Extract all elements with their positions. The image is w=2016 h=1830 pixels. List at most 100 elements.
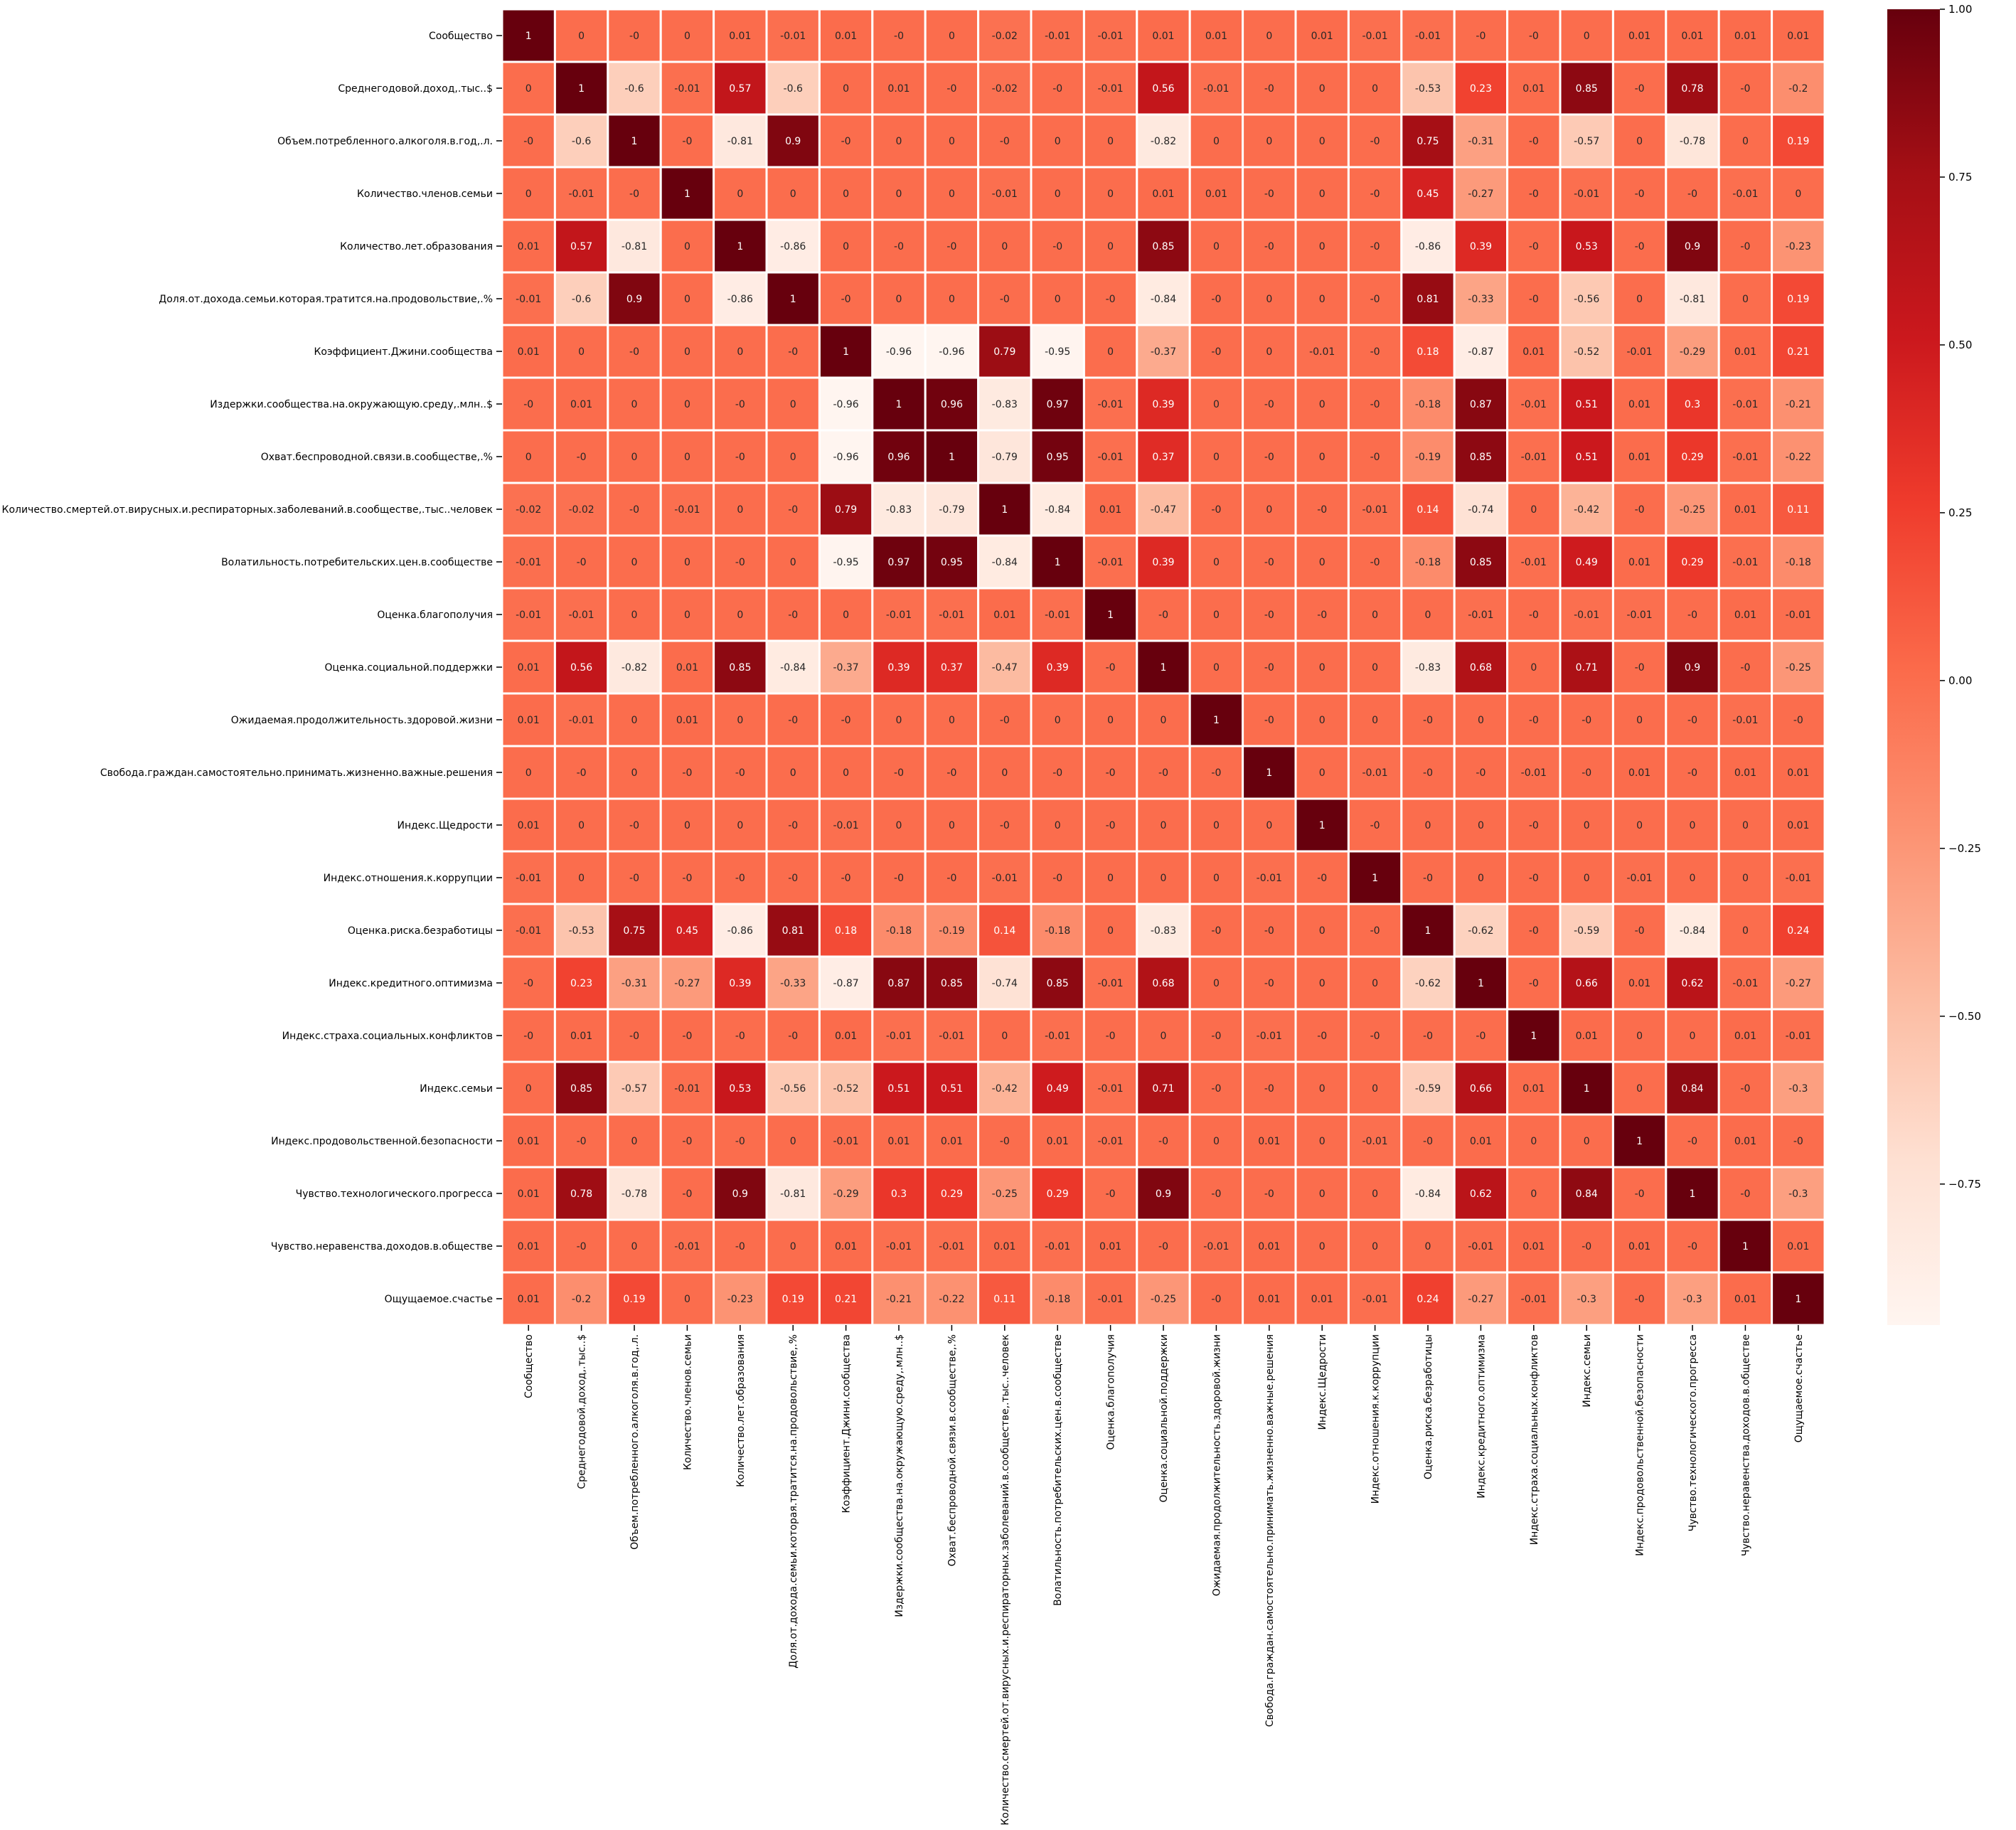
- cell-annotation-r20-c12: 0.71: [1152, 1083, 1174, 1095]
- cell-annotation-r12-c7: 0.39: [887, 662, 910, 674]
- heatmap-cell-r23-c9: [977, 1218, 1033, 1274]
- cell-annotation-r23-c17: 0: [1425, 1241, 1431, 1252]
- cell-annotation-r3-c1: -0.01: [568, 188, 594, 200]
- cell-annotation-r0-c10: -0.01: [1045, 31, 1070, 42]
- heatmap-cell-r8-c16: [1347, 429, 1403, 484]
- cell-annotation-r18-c10: 0.85: [1047, 978, 1069, 989]
- cell-annotation-r22-c7: 0.3: [891, 1188, 907, 1200]
- heatmap-cell-r4-c21: [1611, 218, 1668, 274]
- cell-annotation-r10-c8: 0.95: [941, 557, 963, 568]
- cell-annotation-r13-c15: 0: [1319, 715, 1326, 726]
- cell-annotation-r6-c8: -0.96: [939, 346, 964, 358]
- cell-annotation-r9-c11: 0.01: [1099, 504, 1121, 516]
- cell-annotation-r15-c19: -0: [1529, 820, 1539, 831]
- x-tick-label-13: Ожидаемая.продолжительность.здоровой.жиз…: [1211, 1334, 1222, 1596]
- heatmap-cell-r6-c15: [1294, 324, 1350, 379]
- cell-annotation-r5-c3: 0: [684, 294, 690, 305]
- heatmap-cells: [501, 8, 1826, 1326]
- heatmap-cell-r3-c6: [818, 166, 874, 221]
- cell-annotation-r17-c2: 0.75: [623, 925, 645, 937]
- heatmap-cell-r12-c2: [607, 639, 662, 695]
- cell-annotation-r14-c11: -0: [1106, 767, 1116, 779]
- cell-annotation-r16-c14: -0.01: [1257, 873, 1282, 884]
- cell-annotation-r6-c24: 0.21: [1787, 346, 1809, 358]
- heatmap-cell-r22-c24: [1771, 1166, 1826, 1221]
- heatmap-cell-r1-c1: [553, 60, 609, 116]
- cell-annotation-r3-c15: 0: [1319, 188, 1326, 200]
- heatmap-cell-r24-c17: [1400, 1271, 1456, 1326]
- cell-annotation-r12-c22: 0.9: [1685, 662, 1700, 674]
- heatmap-cell-r5-c5: [765, 271, 821, 326]
- cell-annotation-r12-c0: 0.01: [518, 662, 540, 674]
- heatmap-cell-r9-c21: [1611, 482, 1668, 537]
- y-tick-label-12: Оценка.социальной.поддержки: [325, 662, 493, 674]
- x-tick-label-12: Оценка.социальной.поддержки: [1158, 1334, 1170, 1502]
- heatmap-cell-r0-c13: [1188, 8, 1244, 63]
- cell-annotation-r3-c3: 1: [684, 188, 690, 200]
- heatmap-cell-r16-c8: [924, 850, 980, 905]
- cell-annotation-r11-c10: -0.01: [1045, 610, 1070, 621]
- cell-annotation-r11-c6: 0: [843, 610, 849, 621]
- heatmap-cell-r18-c17: [1400, 955, 1456, 1011]
- cell-annotation-r0-c7: -0: [894, 31, 904, 42]
- cell-annotation-r19-c8: -0.01: [939, 1031, 964, 1042]
- cell-annotation-r23-c19: 0.01: [1522, 1241, 1545, 1252]
- cell-annotation-r13-c7: 0: [896, 715, 902, 726]
- cell-annotation-r5-c24: 0.19: [1787, 294, 1809, 305]
- cell-annotation-r15-c23: 0: [1742, 820, 1749, 831]
- cell-annotation-r18-c18: 1: [1478, 978, 1484, 989]
- cell-annotation-r17-c21: -0: [1635, 925, 1645, 937]
- x-tick-label-11: Оценка.благополучия: [1106, 1334, 1117, 1450]
- cell-annotation-r18-c14: -0: [1264, 978, 1274, 989]
- cell-annotation-r11-c4: 0: [737, 610, 743, 621]
- heatmap-cell-r3-c15: [1294, 166, 1350, 221]
- cell-annotation-r6-c5: -0: [788, 346, 798, 358]
- heatmap-cell-r2-c5: [765, 113, 821, 169]
- cell-annotation-r17-c0: -0.01: [516, 925, 541, 937]
- cell-annotation-r14-c22: -0: [1687, 767, 1697, 779]
- heatmap-cell-r16-c6: [818, 850, 874, 905]
- cell-annotation-r3-c2: -0: [629, 188, 639, 200]
- heatmap-cell-r7-c12: [1136, 376, 1191, 432]
- cell-annotation-r4-c19: -0: [1529, 241, 1539, 252]
- heatmap-cell-r2-c17: [1400, 113, 1456, 169]
- heatmap-cell-r4-c14: [1242, 218, 1297, 274]
- cell-annotation-r9-c6: 0.79: [835, 504, 857, 516]
- cell-annotation-r11-c0: -0.01: [516, 610, 541, 621]
- heatmap-cell-r22-c18: [1453, 1166, 1509, 1221]
- cell-annotation-r11-c9: 0.01: [993, 610, 1015, 621]
- cell-annotation-r19-c11: -0: [1106, 1031, 1116, 1042]
- cell-annotation-r3-c10: 0: [1055, 188, 1061, 200]
- heatmap-cell-r11-c8: [924, 587, 980, 642]
- heatmap-cell-r22-c6: [818, 1166, 874, 1221]
- heatmap-cell-r1-c10: [1030, 60, 1085, 116]
- heatmap-cell-r24-c5: [765, 1271, 821, 1326]
- cell-annotation-r18-c22: 0.62: [1681, 978, 1703, 989]
- cell-annotation-r18-c7: 0.87: [887, 978, 910, 989]
- cell-annotation-r12-c18: 0.68: [1470, 662, 1492, 674]
- heatmap-cell-r3-c21: [1611, 166, 1668, 221]
- cell-annotation-r15-c18: 0: [1478, 820, 1484, 831]
- cell-annotation-r1-c12: 0.56: [1152, 83, 1174, 95]
- y-tick-label-21: Индекс.продовольственной.безопасности: [271, 1136, 493, 1147]
- cell-annotation-r8-c9: -0.79: [992, 452, 1018, 463]
- cell-annotation-r11-c7: -0.01: [886, 610, 912, 621]
- heatmap-cell-r4-c15: [1294, 218, 1350, 274]
- cell-annotation-r16-c5: -0: [788, 873, 798, 884]
- cell-annotation-r19-c20: 0.01: [1576, 1031, 1598, 1042]
- cell-annotation-r9-c13: -0: [1211, 504, 1221, 516]
- cell-annotation-r20-c7: 0.51: [887, 1083, 910, 1095]
- cell-annotation-r12-c11: -0: [1106, 662, 1116, 674]
- cell-annotation-r18-c24: -0.27: [1786, 978, 1811, 989]
- cell-annotation-r18-c19: -0: [1529, 978, 1539, 989]
- cell-annotation-r16-c18: 0: [1478, 873, 1484, 884]
- cell-annotation-r15-c9: -0: [1000, 820, 1010, 831]
- heatmap-cell-r3-c3: [659, 166, 715, 221]
- cell-annotation-r22-c16: 0: [1372, 1188, 1378, 1200]
- y-tick-label-4: Количество.лет.образования: [340, 241, 493, 252]
- cell-annotation-r5-c14: 0: [1266, 294, 1272, 305]
- heatmap-cell-r23-c16: [1347, 1218, 1403, 1274]
- cell-annotation-r24-c15: 0.01: [1311, 1294, 1333, 1305]
- cell-annotation-r8-c0: 0: [526, 452, 532, 463]
- cell-annotation-r14-c23: 0.01: [1734, 767, 1756, 779]
